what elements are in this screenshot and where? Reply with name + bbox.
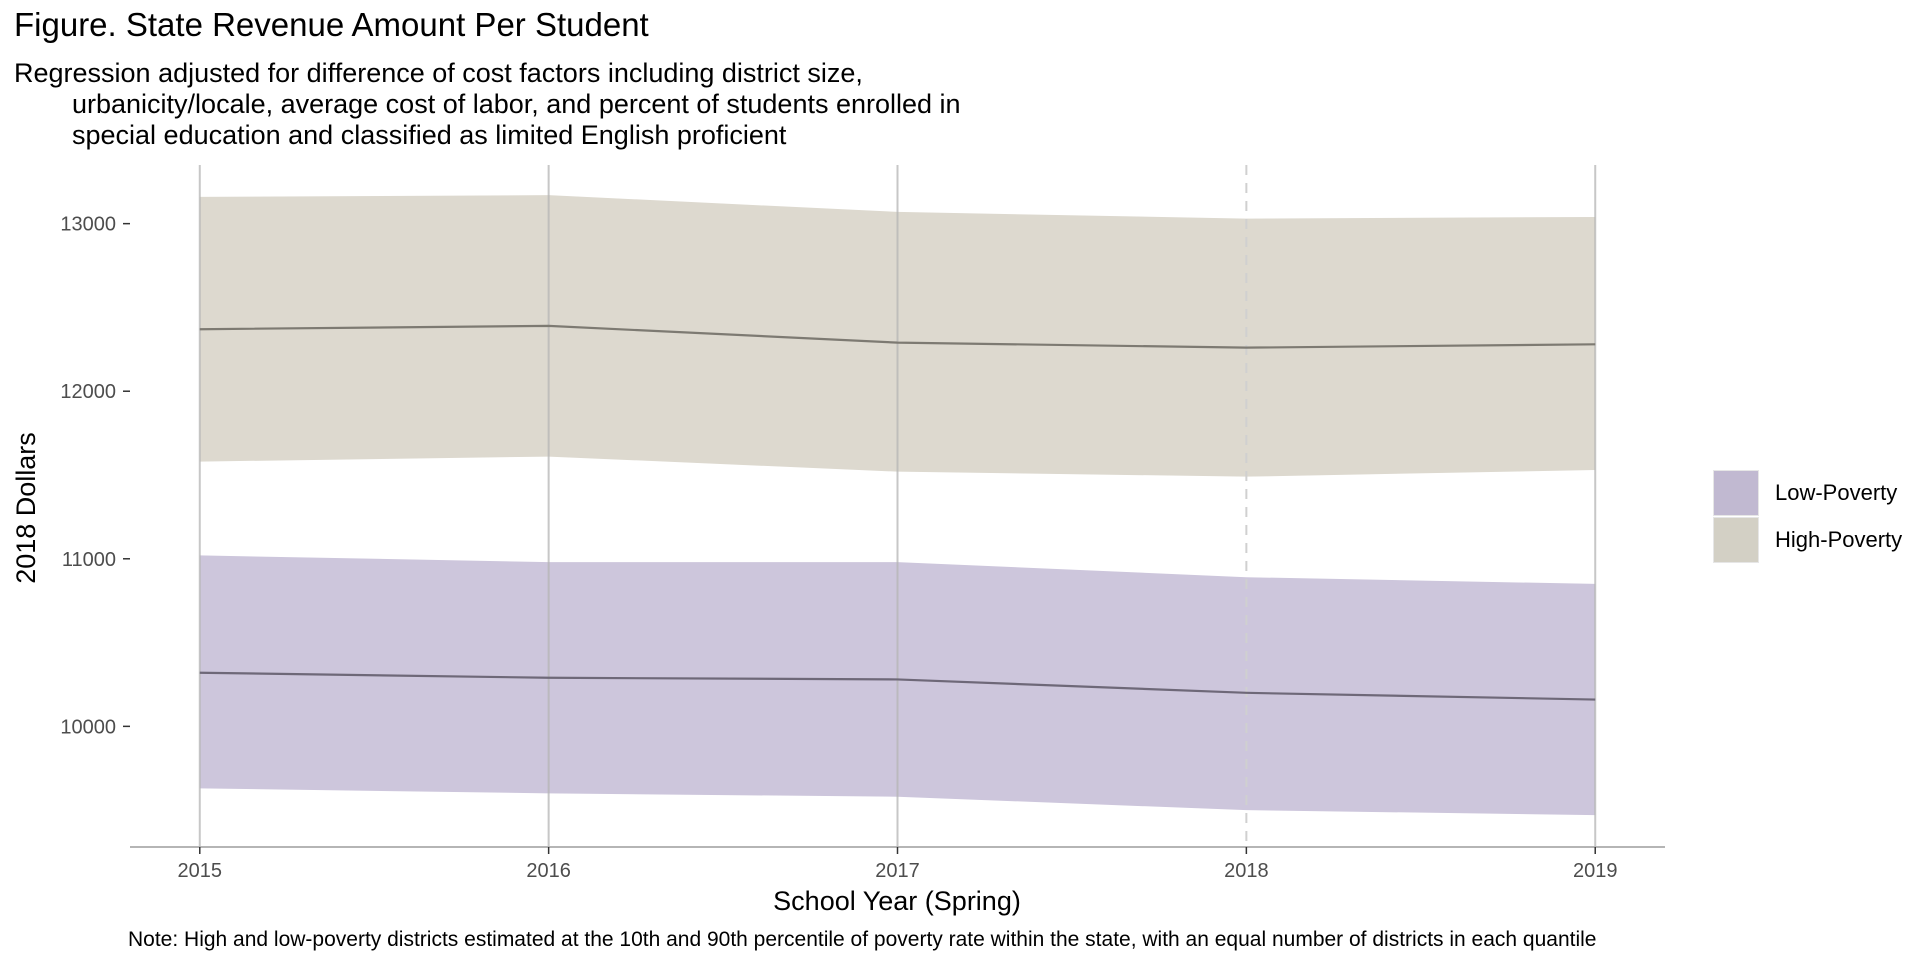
x-tick-label-2018: 2018 [1224,860,1269,882]
legend-item-low-poverty: Low-Poverty [1713,470,1920,517]
series-lines [199,324,1596,701]
y-axis-label: 2018 Dollars [11,432,41,584]
legend-label-low-poverty: Low-Poverty [1775,480,1898,505]
x-tick-label-2015: 2015 [178,860,223,882]
legend-key-high-poverty [1713,517,1759,563]
y-tick-label-13000: 13000 [60,214,116,236]
x-axis-label: School Year (Spring) [773,886,1021,916]
legend-label-high-poverty: High-Poverty [1775,527,1903,552]
chart-subtitle: Regression adjusted for difference of co… [14,58,1114,151]
legend-item-high-poverty: High-Poverty [1713,517,1920,564]
x-tick-label-2019: 2019 [1573,860,1618,882]
line-high-poverty [199,324,1596,349]
chart-caption: Note: High and low-poverty districts est… [128,928,1597,951]
subtitle-line-1: Regression adjusted for difference of co… [14,58,863,88]
y-tick-label-12000: 12000 [60,381,116,403]
y-tick-label-11000: 11000 [62,549,116,571]
x-tick-label-2016: 2016 [526,860,571,882]
x-axis: 2015 2016 2017 2018 2019 [130,846,1665,882]
vertical-gridlines [198,165,1597,847]
line-low-poverty [199,671,1596,701]
legend: Low-Poverty High-Poverty [1713,470,1920,564]
subtitle-line-3: special education and classified as limi… [72,120,787,150]
chart-title: Figure. State Revenue Amount Per Student [14,6,649,43]
x-tick-label-2017: 2017 [875,860,920,882]
y-tick-label-10000: 10000 [60,716,116,738]
subtitle-line-2: urbanicity/locale, average cost of labor… [72,89,961,119]
y-axis: 10000 11000 12000 13000 [60,214,130,738]
legend-key-low-poverty [1713,470,1759,516]
